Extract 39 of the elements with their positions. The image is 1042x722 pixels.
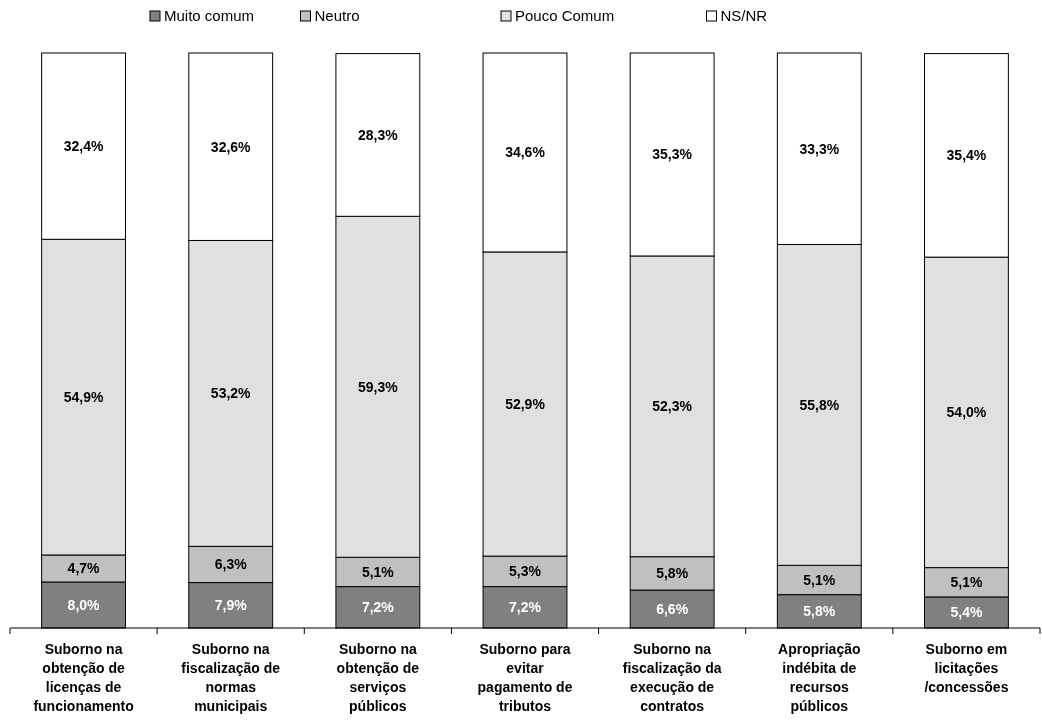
data-label: 5,3% [509, 563, 542, 580]
x-tick-label: Apropriação indébita de recursos públicos [778, 641, 861, 714]
data-label: 5,1% [950, 574, 983, 591]
data-label: 28,3% [358, 126, 399, 143]
data-label: 55,8% [799, 396, 840, 413]
legend-label: Neutro [314, 7, 360, 24]
x-tick-label: Suborno na obtenção de serviços públicos [336, 641, 420, 714]
data-label: 32,4% [63, 138, 104, 155]
data-label: 5,8% [656, 565, 689, 582]
data-label: 35,3% [652, 146, 693, 163]
data-label: 34,6% [505, 144, 546, 161]
data-label: 7,2% [361, 599, 395, 616]
data-label: 6,6% [656, 600, 689, 617]
x-tick-label: Suborno na fiscalização da execução de contratos [622, 641, 722, 714]
x-tick-label: Suborno na fiscalização de normas municipais [181, 641, 281, 714]
data-label: 5,1% [361, 563, 395, 580]
data-label: 52,3% [652, 398, 693, 415]
data-label: 7,9% [214, 597, 248, 614]
data-label: 52,9% [505, 395, 546, 412]
data-label: 35,4% [946, 147, 987, 164]
data-label: 54,0% [946, 404, 987, 421]
legend-label: Muito comum [164, 7, 255, 24]
data-label: 5,8% [803, 603, 836, 620]
data-label: 53,2% [210, 385, 252, 402]
x-tick-label: Suborno na obtenção de licenças de funcionamento [33, 641, 134, 714]
data-label: 4,7% [67, 560, 101, 577]
x-tick-label: Suborno para evitar pagamento de tributos [477, 641, 573, 714]
data-label: 59,3% [358, 378, 399, 395]
data-label: 33,3% [799, 140, 840, 157]
data-label: 54,9% [63, 389, 104, 406]
data-label: 5,4% [950, 604, 983, 621]
data-label: 6,3% [214, 556, 248, 573]
data-label: 5,1% [803, 571, 836, 588]
data-label: 8,0% [67, 596, 101, 613]
legend-label: NS/NR [720, 7, 768, 24]
x-tick-label: Suborno em licitações /concessões [924, 641, 1009, 695]
legend-label: Pouco Comum [515, 7, 615, 24]
data-label: 7,2% [509, 599, 542, 616]
data-label: 32,6% [210, 138, 252, 155]
